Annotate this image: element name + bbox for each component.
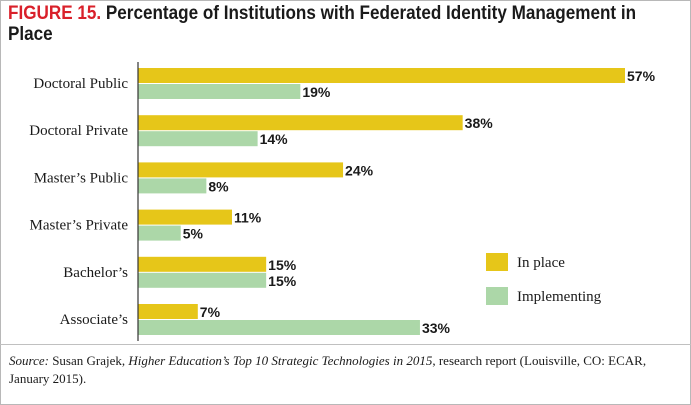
source-work: Higher Education’s Top 10 Strategic Tech… [128,353,433,368]
data-label-implementing-associate-s: 33% [422,320,451,336]
source-author: Susan Grajek, [52,353,126,368]
bar-in-place-doctoral-public [138,68,625,83]
category-label-master-s-private: Master’s Private [30,218,129,234]
legend-label-implementing: Implementing [517,289,602,305]
legend-label-in-place: In place [517,255,565,271]
data-label-implementing-master-s-public: 8% [208,178,229,194]
source-divider [0,344,691,345]
category-label-master-s-public: Master’s Public [34,170,129,186]
bar-in-place-master-s-private [138,209,232,225]
data-label-in-place-doctoral-public: 57% [627,68,656,84]
bar-chart: Doctoral Public 57% 19% Doctoral Private 38%… [29,62,656,341]
bar-implementing-bachelor-s [138,272,267,288]
data-label-implementing-master-s-private: 5% [183,226,204,242]
data-label-implementing-bachelor-s: 15% [268,273,297,289]
bar-in-place-bachelor-s [138,256,267,272]
legend-swatch-in-place [486,253,508,271]
source-note: Source: Susan Grajek, Higher Education’s… [9,352,684,388]
data-label-in-place-master-s-public: 24% [345,162,374,178]
chart-title-text: Percentage of Institutions with Federate… [8,3,637,45]
data-label-in-place-associate-s: 7% [200,304,221,320]
data-label-in-place-doctoral-private: 38% [465,115,494,131]
data-label-in-place-bachelor-s: 15% [268,257,297,273]
data-label-in-place-master-s-private: 11% [234,210,262,226]
source-label: Source: [9,353,49,368]
data-label-implementing-doctoral-public: 19% [302,84,331,100]
bar-in-place-doctoral-private [138,115,463,131]
bar-in-place-master-s-public [138,162,344,178]
source-rest: , research report (Louisville, CO: ECAR,… [9,353,647,386]
bar-in-place-associate-s [138,304,198,319]
chart-title: FIGURE 15. Percentage of Institutions wi… [8,3,683,45]
bar-implementing-associate-s [138,320,420,335]
category-label-doctoral-private: Doctoral Private [29,123,128,139]
bar-implementing-doctoral-public [138,84,301,99]
data-label-implementing-doctoral-private: 14% [260,131,289,147]
bar-implementing-doctoral-private [138,131,258,147]
category-label-associate-s: Associate’s [60,312,128,328]
legend-swatch-implementing [486,287,508,305]
category-label-doctoral-public: Doctoral Public [33,76,128,92]
bar-implementing-master-s-private [138,225,181,241]
category-label-bachelor-s: Bachelor’s [63,265,128,281]
figure-label: FIGURE 15. [8,3,102,24]
bar-implementing-master-s-public [138,178,207,194]
